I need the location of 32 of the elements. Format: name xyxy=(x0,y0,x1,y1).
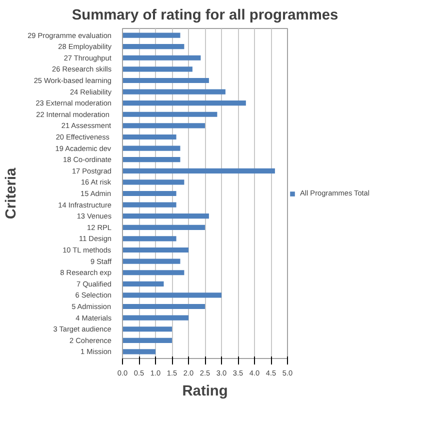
chart-title: Summary of rating for all programmes xyxy=(72,8,338,24)
bar xyxy=(122,146,180,151)
bar xyxy=(122,112,218,117)
bar xyxy=(122,55,201,60)
bar xyxy=(122,123,205,128)
bar xyxy=(122,292,222,298)
bar xyxy=(122,180,184,185)
bar xyxy=(122,315,188,320)
bar xyxy=(122,168,275,174)
bar xyxy=(122,247,188,253)
bar xyxy=(122,214,209,219)
bar xyxy=(122,134,176,140)
bar xyxy=(122,270,184,276)
bar xyxy=(122,338,172,343)
bar xyxy=(122,304,205,310)
bar xyxy=(122,281,164,286)
bar xyxy=(122,100,246,106)
x-axis-title: Rating xyxy=(182,384,228,400)
bar xyxy=(122,78,209,84)
bar xyxy=(122,224,205,230)
bar xyxy=(122,349,156,354)
bar xyxy=(122,89,226,94)
bar xyxy=(122,32,180,38)
bar xyxy=(122,236,176,242)
bar xyxy=(122,258,180,264)
bar xyxy=(122,202,176,208)
bar xyxy=(122,326,172,332)
bar xyxy=(122,157,180,162)
bar xyxy=(122,190,176,196)
y-axis-title: Criteria xyxy=(4,166,20,220)
bar xyxy=(122,66,192,72)
bar xyxy=(122,44,184,50)
